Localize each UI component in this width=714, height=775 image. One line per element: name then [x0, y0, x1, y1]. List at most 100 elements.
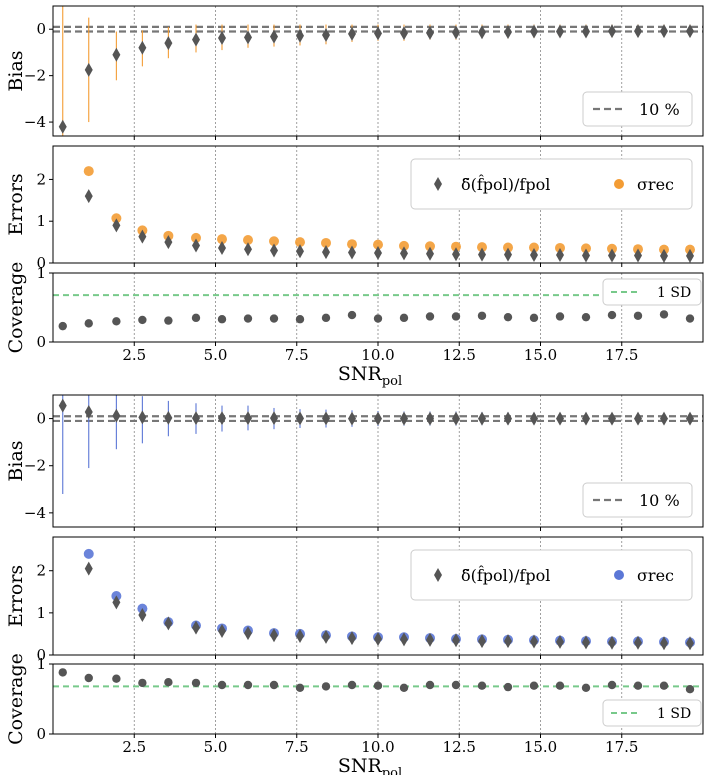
top-errors-legend: δ̃(f̂pol)/fpol σrec — [410, 158, 693, 210]
delta-point — [84, 561, 93, 576]
bias-point — [244, 30, 252, 45]
y-tick-label: 1 — [36, 655, 46, 673]
legend-sigma-label: σrec — [637, 566, 674, 585]
sigma-rec-point — [451, 241, 461, 252]
coverage-point — [659, 310, 669, 319]
delta-point — [374, 245, 382, 260]
coverage-point — [425, 312, 435, 321]
legend-box — [602, 699, 702, 727]
delta-point — [556, 248, 564, 263]
y-tick-label: 0 — [36, 254, 46, 272]
coverage-point — [347, 310, 357, 320]
top-errors-ylabel: Errors — [5, 173, 27, 235]
bias-point — [686, 411, 694, 426]
sigma-rec-point — [83, 166, 94, 177]
coverage-point — [581, 312, 591, 322]
coverage-point — [58, 668, 67, 677]
coverage-point — [295, 683, 305, 692]
delta-point — [296, 244, 304, 259]
coverage-point — [295, 315, 305, 324]
bias-point — [244, 411, 252, 426]
legend-box — [410, 549, 693, 601]
sigma-rec-point — [83, 548, 94, 559]
x-tick-label: 15.0 — [524, 738, 557, 756]
bottom-coverage-plot-area — [53, 664, 703, 734]
coverage-point — [607, 680, 617, 690]
x-tick-label: 17.5 — [605, 346, 638, 364]
coverage-point — [555, 681, 565, 690]
bias-point — [296, 411, 304, 426]
bias-point — [84, 62, 93, 77]
delta-point — [608, 635, 616, 650]
x-tick-label: 5.0 — [204, 738, 228, 756]
coverage-point — [321, 682, 331, 691]
bias-point — [84, 404, 93, 419]
bias-point — [296, 28, 304, 43]
coverage-point — [529, 313, 539, 323]
x-tick-label: 2.5 — [122, 738, 146, 756]
top-coverage-ylabel: Coverage — [5, 262, 27, 354]
delta-point — [322, 245, 330, 260]
delta-point — [112, 595, 121, 610]
bias-point — [452, 411, 460, 426]
y-tick-label: −4 — [24, 504, 46, 522]
bias-point — [556, 24, 564, 39]
coverage-point — [685, 685, 695, 694]
top-errors-panel: 0 1 2 Errors δ̃(f̂pol)/fpol σrec — [5, 145, 704, 272]
legend-sigma-label: σrec — [637, 175, 674, 194]
y-tick-label: −2 — [24, 67, 46, 85]
x-tick-label: 5.0 — [204, 346, 228, 364]
y-tick-label: −4 — [24, 113, 46, 131]
delta-point — [582, 248, 590, 263]
x-axis-label: SNRpol — [338, 755, 402, 775]
delta-point — [686, 636, 694, 651]
y-tick-label: 0 — [36, 410, 46, 428]
delta-point — [634, 635, 642, 650]
delta-point — [660, 636, 668, 651]
coverage-point — [112, 674, 121, 683]
coverage-point — [399, 313, 409, 323]
coverage-point — [217, 680, 227, 690]
bias-point — [582, 24, 590, 39]
delta-point — [322, 629, 330, 644]
delta-point — [218, 623, 226, 638]
delta-point — [660, 248, 668, 263]
bias-point — [138, 40, 147, 55]
coverage-point — [451, 312, 461, 321]
sigma-rec-point — [477, 242, 487, 253]
sigma-rec-point — [269, 236, 279, 247]
delta-point — [478, 634, 486, 649]
delta-point — [452, 633, 460, 648]
y-tick-label: 0 — [36, 20, 46, 38]
x-tick-label: 7.5 — [285, 738, 309, 756]
bias-point — [58, 119, 67, 134]
delta-point — [192, 238, 200, 253]
bias-point — [660, 411, 668, 426]
top-bias-legend: 10 % — [582, 91, 693, 127]
bias-point — [270, 411, 278, 426]
top-coverage-plot-area — [53, 273, 703, 342]
coverage-point — [555, 312, 565, 321]
x-tick-label: 12.5 — [443, 346, 476, 364]
coverage-point — [191, 678, 201, 688]
bias-point — [686, 24, 694, 39]
bias-point — [164, 36, 173, 51]
coverage-point — [164, 678, 173, 687]
sigma-rec-point — [191, 232, 201, 243]
top-coverage-panel: 0 1 Coverage 2.5 5.0 7.5 10.0 12.5 15.0 17.5 SNRpo… — [5, 262, 704, 389]
y-tick-label: 0 — [36, 725, 46, 743]
coverage-point — [633, 311, 643, 320]
top-bias-ylabel: Bias — [5, 50, 27, 91]
bottom-errors-ylabel: Errors — [5, 565, 27, 627]
delta-point — [556, 634, 564, 649]
delta-point — [270, 243, 278, 258]
delta-point — [452, 247, 460, 262]
bias-point — [374, 411, 382, 426]
delta-point — [138, 229, 147, 244]
bottom-errors-panel: 0 1 2 Errors δ̃(f̂pol)/fpol σrec — [5, 536, 704, 664]
coverage-point — [164, 316, 173, 325]
sigma-rec-point — [295, 237, 305, 248]
coverage-point — [477, 311, 487, 320]
legend-label: 10 % — [639, 491, 680, 510]
delta-point — [164, 616, 173, 631]
